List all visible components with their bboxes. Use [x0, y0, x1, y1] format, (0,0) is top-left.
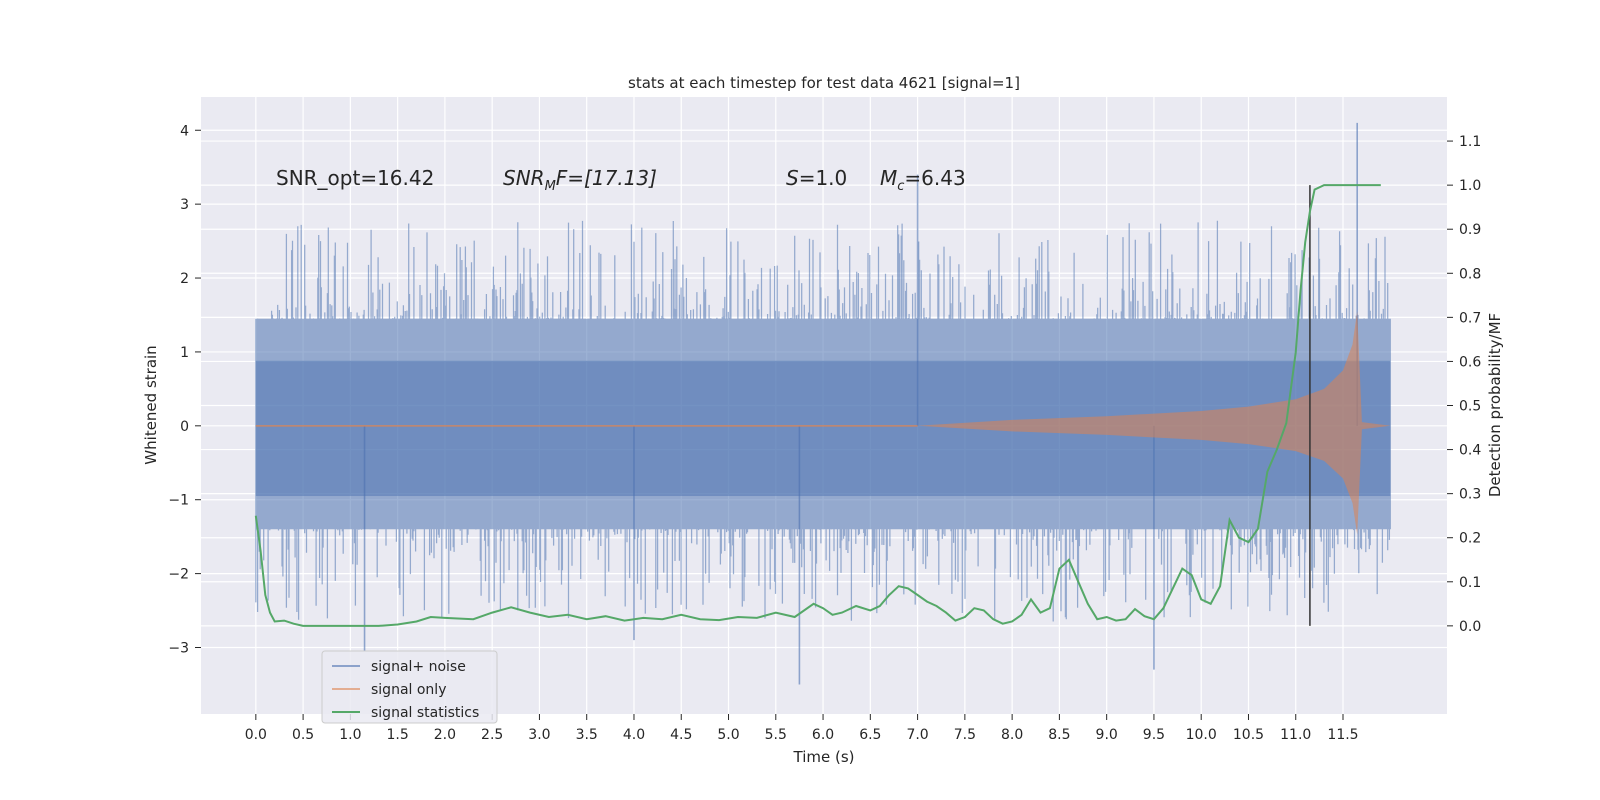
- x-tick-label: 2.0: [434, 727, 456, 743]
- x-tick-label: 10.5: [1233, 727, 1264, 743]
- x-tick-label: 1.0: [339, 727, 361, 743]
- y-right-tick-label: 0.0: [1459, 619, 1481, 635]
- x-axis-ticks: 0.0 0.5 1.0 1.5 2.0 2.5 3.0 3.5 4.0 4.5 5.0 5.5 6.0 6…: [245, 714, 1359, 743]
- series-signal-only: [255, 311, 1391, 535]
- x-tick-label: 3.0: [528, 727, 550, 743]
- y-left-tick-label: −2: [168, 567, 189, 583]
- y-right-tick-label: 0.6: [1459, 354, 1481, 370]
- x-tick-label: 8.5: [1048, 727, 1070, 743]
- x-tick-label: 3.5: [576, 727, 598, 743]
- x-tick-label: 9.5: [1143, 727, 1165, 743]
- y-right-tick-label: 0.3: [1459, 487, 1481, 503]
- y-right-tick-label: 0.1: [1459, 575, 1481, 591]
- y-right-tick-label: 0.4: [1459, 443, 1481, 459]
- y-left-tick-label: 2: [180, 271, 189, 287]
- y-right-tick-label: 0.7: [1459, 310, 1481, 326]
- annotation-mc: Mc=6.43: [880, 166, 966, 194]
- x-tick-label: 0.0: [245, 727, 267, 743]
- y-right-tick-label: 1.1: [1459, 134, 1481, 150]
- annotation-s: S=1.0: [786, 166, 847, 190]
- series-signal-statistics: [254, 184, 1381, 627]
- y-left-tick-label: −1: [168, 493, 189, 509]
- y-axis-right-ticks: 1.1 1.0 0.9 0.8 0.7 0.6 0.5 0.4 0.3 0.2 0.1 0.0: [1447, 134, 1481, 635]
- y-right-tick-label: 0.9: [1459, 222, 1481, 238]
- legend-label: signal+ noise: [371, 659, 466, 675]
- y-left-tick-label: −3: [168, 640, 189, 656]
- y-axis-left-label: Whitened strain: [142, 345, 160, 464]
- x-tick-label: 1.5: [387, 727, 409, 743]
- x-tick-label: 0.5: [292, 727, 314, 743]
- legend-label: signal statistics: [371, 705, 479, 721]
- y-left-tick-label: 4: [180, 123, 189, 139]
- x-tick-label: 6.0: [812, 727, 834, 743]
- x-tick-label: 7.0: [906, 727, 928, 743]
- y-left-tick-label: 0: [180, 419, 189, 435]
- x-tick-label: 2.5: [481, 727, 503, 743]
- x-tick-label: 8.0: [1001, 727, 1023, 743]
- annotation-snr-mf: SNRMF=[17.13]: [503, 166, 657, 194]
- legend: signal+ noise signal only signal statistic…: [321, 650, 498, 724]
- y-right-tick-label: 0.8: [1459, 266, 1481, 282]
- x-tick-label: 10.0: [1186, 727, 1217, 743]
- y-right-tick-label: 1.0: [1459, 178, 1481, 194]
- x-tick-label: 7.5: [954, 727, 976, 743]
- chart-title: stats at each timestep for test data 462…: [628, 74, 1020, 92]
- x-tick-label: 6.5: [859, 727, 881, 743]
- annotation-snr-opt: SNR_opt=16.42: [276, 166, 434, 190]
- y-axis-right-label: Detection probability/MF: [1486, 313, 1504, 497]
- x-axis-label: Time (s): [793, 748, 855, 766]
- legend-label: signal only: [371, 682, 446, 698]
- x-tick-label: 11.5: [1327, 727, 1358, 743]
- y-right-tick-label: 0.5: [1459, 399, 1481, 415]
- y-left-tick-label: 1: [180, 345, 189, 361]
- x-tick-label: 5.5: [765, 727, 787, 743]
- y-right-tick-label: 0.2: [1459, 531, 1481, 547]
- x-tick-label: 5.0: [717, 727, 739, 743]
- x-tick-label: 9.0: [1096, 727, 1118, 743]
- y-left-tick-label: 3: [180, 197, 189, 213]
- x-tick-label: 4.0: [623, 727, 645, 743]
- y-axis-left-ticks: 4 3 2 1 0 −1 −2 −3: [168, 123, 201, 656]
- legend-box: [321, 650, 498, 724]
- x-tick-label: 4.5: [670, 727, 692, 743]
- x-tick-label: 11.0: [1280, 727, 1311, 743]
- signal-only-envelope: [917, 311, 1391, 535]
